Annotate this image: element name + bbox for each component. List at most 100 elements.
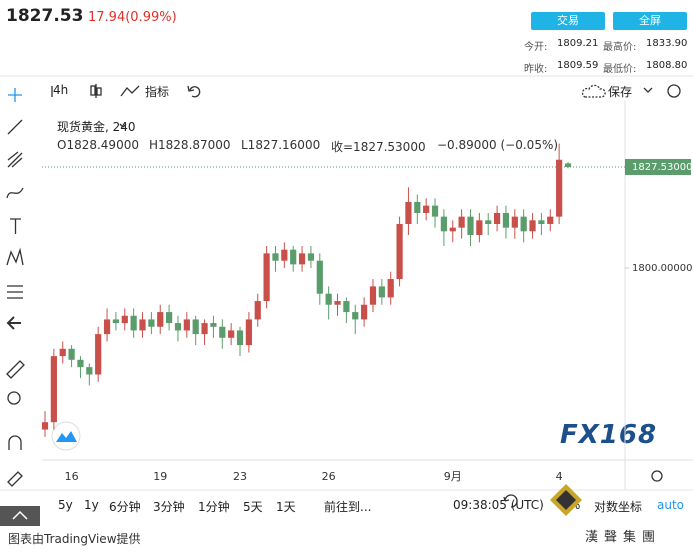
candle-icon[interactable] xyxy=(96,87,102,96)
collapse-button[interactable] xyxy=(0,506,40,526)
undo-icon[interactable] xyxy=(187,85,201,98)
group-logo-inner xyxy=(556,490,576,510)
candle-body xyxy=(157,312,164,327)
candle-body xyxy=(112,319,120,324)
candle-body xyxy=(414,201,421,213)
indicator-icon[interactable] xyxy=(120,85,140,97)
refresh-icon[interactable] xyxy=(503,494,518,508)
candle-body xyxy=(520,216,527,232)
interval-button[interactable]: 4h xyxy=(53,83,69,97)
brush-tool[interactable] xyxy=(6,187,24,199)
text-tool[interactable] xyxy=(10,218,21,234)
stat-label: 最高价: xyxy=(603,42,637,53)
range-button[interactable]: 5y xyxy=(58,498,73,512)
price: 1827.53 xyxy=(6,6,84,26)
line-tool[interactable] xyxy=(7,119,23,135)
candle-body xyxy=(165,312,173,324)
candle-body xyxy=(547,216,554,224)
stat-value: 1809.21 xyxy=(557,38,599,49)
stat-value: 1809.59 xyxy=(557,60,599,71)
settings-icon[interactable] xyxy=(651,470,663,482)
candle-icon[interactable] xyxy=(90,85,96,96)
candle-body xyxy=(476,220,483,235)
save-button[interactable]: 保存 xyxy=(608,85,633,99)
candle-body xyxy=(254,301,261,320)
range-button[interactable]: 1分钟 xyxy=(198,500,230,514)
candle-body xyxy=(334,301,341,305)
candle-body xyxy=(245,319,252,346)
tv-logo[interactable] xyxy=(51,421,81,451)
ohlc-high: H1828.87000 xyxy=(149,138,231,152)
ohlc-low: L1827.16000 xyxy=(241,138,321,152)
pattern-tool[interactable] xyxy=(6,247,24,266)
x-tick-label: 23 xyxy=(233,470,247,483)
predict-tool[interactable] xyxy=(7,285,23,299)
fullscreen-button[interactable]: 全屏 xyxy=(613,12,687,30)
dropdown-icon[interactable] xyxy=(643,87,653,93)
back-tool[interactable] xyxy=(6,316,21,330)
candle-body xyxy=(556,159,563,217)
candle-body xyxy=(493,212,501,224)
candle-body xyxy=(41,422,49,430)
footer: 图表由TradingView提供 xyxy=(8,532,141,546)
stat-value: 1808.80 xyxy=(646,60,688,71)
range-button[interactable]: 1天 xyxy=(276,500,296,514)
zoom-tool[interactable] xyxy=(7,391,21,405)
candle-body xyxy=(68,348,75,360)
goto-button[interactable]: 前往到... xyxy=(324,500,372,514)
collapse-icon xyxy=(12,510,28,520)
trade-button[interactable]: 交易 xyxy=(531,12,605,30)
cloud-icon[interactable] xyxy=(581,84,606,98)
candle-body xyxy=(219,326,226,338)
candle-body xyxy=(174,323,182,331)
candle-body xyxy=(95,334,102,375)
draw-lock-tool[interactable] xyxy=(7,471,23,487)
candle-body xyxy=(458,216,465,228)
candle-body xyxy=(316,260,323,294)
range-button[interactable]: 5天 xyxy=(243,500,263,514)
indicators-button[interactable]: 指标 xyxy=(145,85,170,99)
symbol-dropdown[interactable] xyxy=(119,123,127,128)
candle-body xyxy=(201,323,208,335)
candle-body xyxy=(352,312,359,320)
candle-body xyxy=(183,319,190,331)
candle-body xyxy=(307,253,315,261)
auto-button[interactable]: auto xyxy=(657,498,685,512)
candle-body xyxy=(86,367,93,375)
stat-value: 1833.90 xyxy=(646,38,688,49)
stat-label: 最低价: xyxy=(603,64,637,75)
x-tick-label: 9月 xyxy=(444,470,462,483)
watermark-group: 漢聲集團 xyxy=(585,530,662,545)
candle-body xyxy=(396,223,403,280)
x-tick-label: 26 xyxy=(322,470,336,483)
last-price-label: 1827.53000 xyxy=(632,162,692,173)
fib-tool[interactable] xyxy=(7,151,23,168)
candle-body xyxy=(121,315,128,324)
candle-body xyxy=(378,286,385,298)
ohlc-change: −0.89000 (−0.05%) xyxy=(437,138,559,152)
log-button[interactable]: 对数坐标 xyxy=(594,500,643,514)
magnet-tool[interactable] xyxy=(8,435,22,450)
watermark-brand: FX168 xyxy=(560,420,658,450)
candle-body xyxy=(59,348,66,357)
candle-body xyxy=(423,205,430,213)
candle-body xyxy=(564,163,572,167)
x-tick-label: 19 xyxy=(153,470,167,483)
clock: 09:38:05 (UTC) xyxy=(453,498,544,512)
ohlc-open: O1828.49000 xyxy=(57,138,139,152)
candle-body xyxy=(440,216,448,232)
range-button[interactable]: 3分钟 xyxy=(153,500,185,514)
candle-body xyxy=(139,319,146,331)
range-button[interactable]: 6分钟 xyxy=(109,500,141,514)
symbol: 现货黄金, 240 xyxy=(57,120,136,134)
candle-body xyxy=(467,216,474,235)
crosshair-tool[interactable] xyxy=(8,88,22,102)
measure-tool[interactable] xyxy=(6,360,25,379)
candle-body xyxy=(50,356,57,423)
settings-icon[interactable] xyxy=(667,84,681,98)
price-change: 17.94(0.99%) xyxy=(88,10,177,25)
ohlc-close: 收=1827.53000 xyxy=(331,140,426,154)
candle-body xyxy=(502,212,510,228)
range-button[interactable]: 1y xyxy=(84,498,99,512)
candle-body xyxy=(290,249,297,265)
